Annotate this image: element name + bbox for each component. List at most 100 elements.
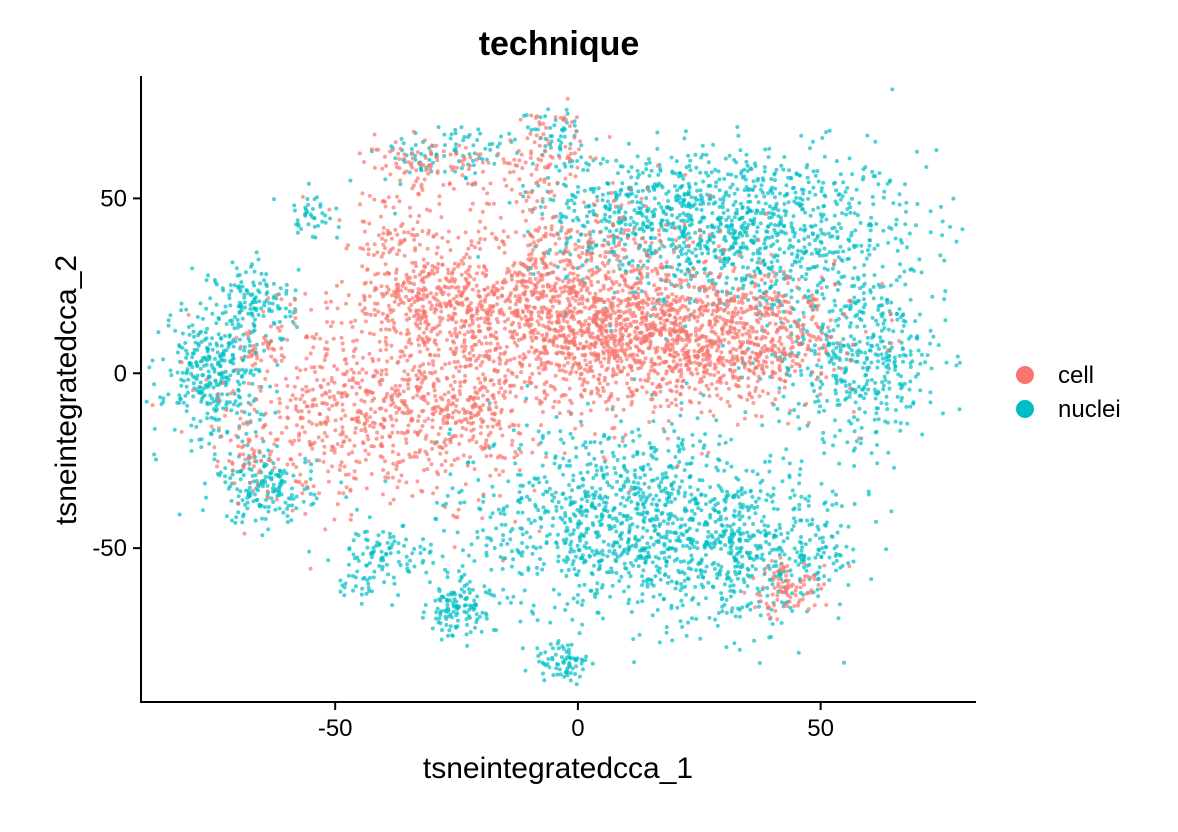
point-nuclei (667, 515, 672, 520)
point-nuclei (820, 540, 825, 544)
point-nuclei (719, 546, 724, 551)
point-nuclei (802, 558, 807, 563)
point-nuclei (555, 264, 560, 269)
point-nuclei (351, 538, 356, 543)
point-nuclei (852, 464, 857, 468)
point-nuclei (814, 251, 819, 256)
point-nuclei (862, 263, 867, 268)
point-nuclei (706, 534, 710, 539)
point-nuclei (214, 407, 219, 412)
point-nuclei (699, 493, 704, 497)
point-nuclei (797, 203, 802, 208)
point-nuclei (852, 265, 857, 270)
point-nuclei (907, 231, 912, 236)
point-nuclei (679, 517, 684, 522)
point-nuclei (205, 326, 210, 331)
point-nuclei (805, 518, 810, 523)
point-nuclei (440, 628, 444, 633)
point-nuclei (805, 163, 810, 167)
point-nuclei (815, 552, 820, 557)
point-nuclei (745, 163, 750, 168)
point-nuclei (525, 494, 529, 499)
point-cell (454, 346, 459, 351)
point-cell (509, 277, 514, 282)
point-nuclei (635, 200, 640, 205)
point-nuclei (661, 519, 666, 524)
point-nuclei (815, 264, 820, 269)
point-cell (664, 260, 669, 265)
point-nuclei (805, 175, 810, 180)
point-nuclei (552, 123, 557, 128)
point-nuclei (843, 383, 848, 388)
point-nuclei (751, 240, 756, 245)
point-nuclei (684, 381, 689, 386)
point-nuclei (871, 284, 876, 289)
point-cell (658, 321, 663, 326)
point-nuclei (191, 416, 196, 421)
point-nuclei (605, 159, 610, 164)
point-nuclei (833, 180, 837, 185)
point-nuclei (874, 519, 878, 524)
point-nuclei (697, 220, 702, 225)
point-nuclei (537, 480, 542, 485)
point-nuclei (632, 660, 637, 665)
point-nuclei (646, 259, 650, 263)
point-nuclei (627, 495, 632, 500)
point-nuclei (456, 569, 461, 574)
point-nuclei (832, 418, 837, 423)
point-nuclei (872, 417, 877, 422)
point-nuclei (819, 219, 824, 224)
point-nuclei (535, 646, 540, 651)
point-nuclei (796, 401, 801, 406)
point-nuclei (707, 541, 712, 546)
point-nuclei (582, 224, 587, 229)
point-cell (589, 283, 594, 288)
point-nuclei (798, 467, 803, 471)
point-nuclei (755, 504, 760, 509)
point-cell (697, 400, 702, 405)
point-nuclei (646, 157, 651, 161)
point-nuclei (605, 509, 610, 514)
point-cell (503, 326, 507, 331)
point-nuclei (712, 234, 717, 239)
point-nuclei (206, 369, 211, 374)
point-nuclei (578, 556, 583, 561)
point-nuclei (662, 573, 667, 577)
point-nuclei (591, 189, 596, 194)
point-nuclei (797, 472, 802, 477)
point-nuclei (651, 214, 656, 219)
point-cell (519, 450, 524, 455)
point-nuclei (722, 176, 727, 181)
point-nuclei (646, 281, 651, 286)
point-nuclei (491, 493, 496, 498)
point-nuclei (841, 180, 846, 185)
point-nuclei (214, 302, 219, 307)
point-nuclei (715, 468, 720, 473)
point-nuclei (259, 271, 264, 276)
point-nuclei (764, 539, 768, 544)
point-nuclei (473, 625, 477, 630)
point-nuclei (878, 339, 883, 344)
point-nuclei (751, 251, 756, 256)
point-nuclei (682, 578, 687, 583)
point-nuclei (463, 597, 468, 601)
point-nuclei (201, 386, 206, 391)
point-nuclei (255, 488, 260, 493)
point-nuclei (801, 565, 806, 570)
point-nuclei (882, 374, 887, 379)
point-nuclei (757, 661, 762, 665)
point-nuclei (645, 511, 650, 516)
point-nuclei (792, 234, 797, 239)
point-nuclei (924, 165, 929, 169)
point-nuclei (251, 479, 256, 484)
point-nuclei (728, 545, 733, 550)
point-nuclei (315, 195, 319, 200)
point-nuclei (880, 303, 885, 308)
point-nuclei (710, 278, 715, 282)
point-nuclei (822, 451, 827, 456)
point-nuclei (849, 348, 854, 353)
point-nuclei (882, 345, 887, 350)
point-nuclei (676, 436, 681, 441)
point-nuclei (244, 368, 249, 373)
point-cell (583, 319, 588, 323)
